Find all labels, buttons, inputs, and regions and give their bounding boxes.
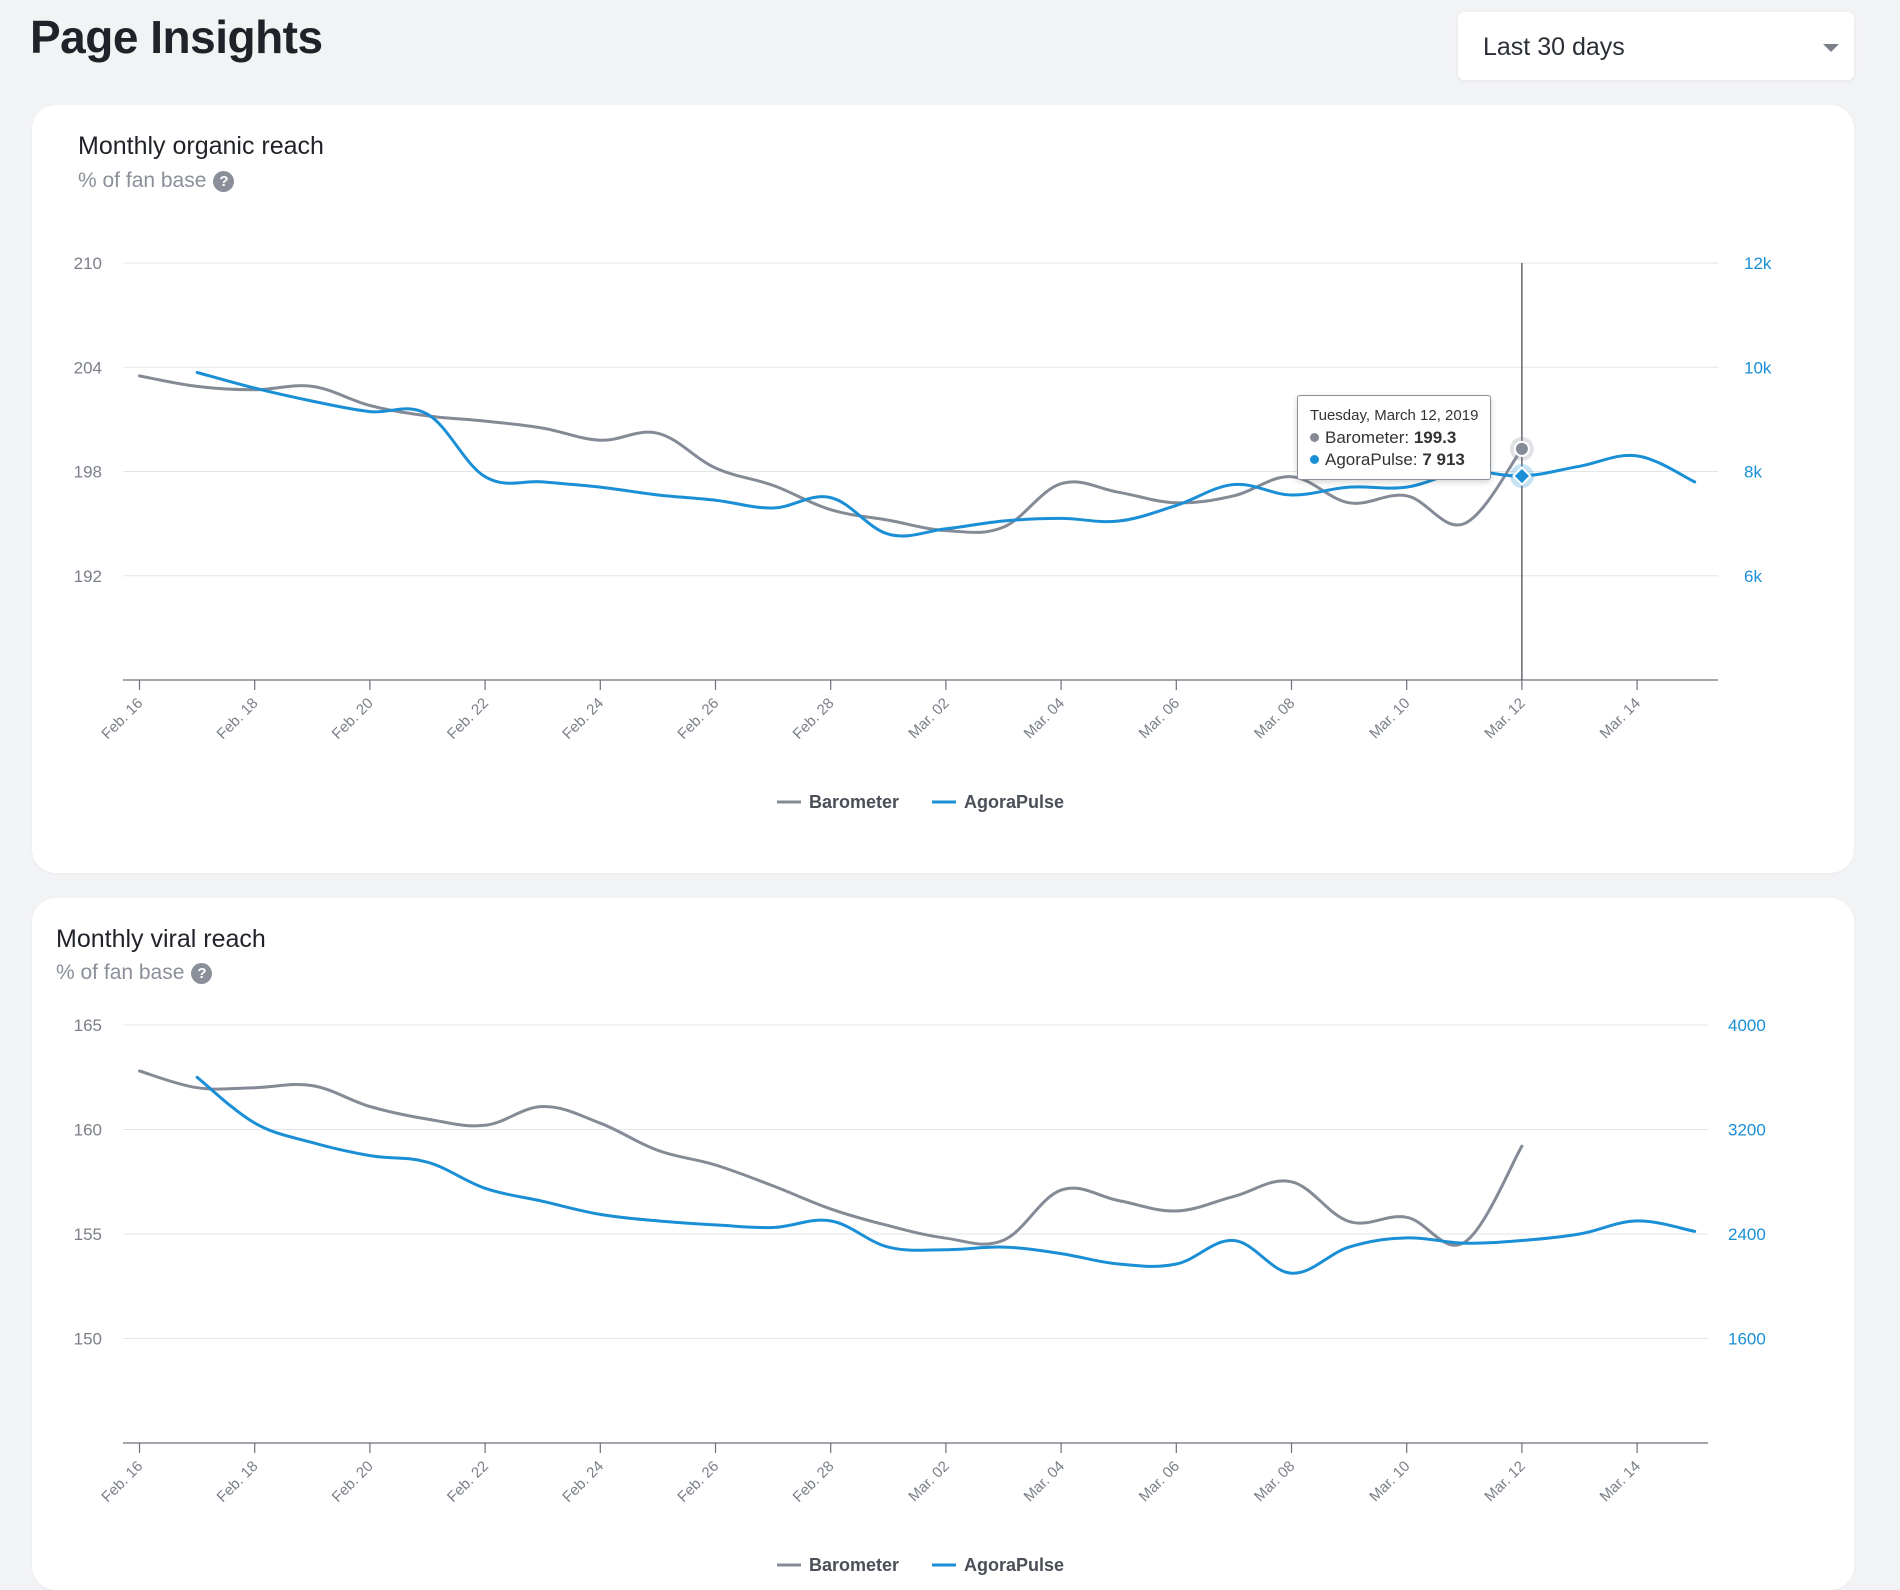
- x-tick-label: Feb. 20: [329, 695, 377, 743]
- x-tick-label: Feb. 28: [790, 695, 838, 743]
- viral-reach-card: Monthly viral reach % of fan base? 165 40…: [32, 898, 1854, 1590]
- y-left-tick-label: 150: [74, 1330, 102, 1349]
- card-subtitle: % of fan base?: [78, 169, 235, 193]
- x-tick-label: Mar. 14: [1597, 695, 1644, 742]
- y-right-tick-label: 12k: [1744, 254, 1772, 273]
- x-tick-label: Feb. 16: [98, 695, 146, 743]
- x-tick-label: Feb. 28: [790, 1458, 838, 1506]
- x-tick-label: Mar. 08: [1251, 695, 1298, 742]
- organic-reach-chart[interactable]: 210 12k 204 10k 198 8k 192 6k Feb. 16 Feb. 18 Feb.…: [32, 105, 1854, 873]
- circle-icon: [1310, 455, 1319, 464]
- organic-reach-card: Monthly organic reach % of fan base? 210…: [32, 105, 1854, 873]
- y-left-tick-label: 204: [74, 358, 102, 377]
- y-right-tick-label: 1600: [1728, 1330, 1766, 1349]
- tooltip-row-barometer: Barometer: 199.3: [1310, 427, 1478, 449]
- x-tick-label: Feb. 20: [329, 1458, 377, 1506]
- y-left-tick-label: 210: [74, 254, 102, 273]
- x-tick-label: Mar. 10: [1366, 695, 1413, 742]
- caret-down-icon: [1823, 44, 1839, 52]
- marker-barometer: [1513, 440, 1530, 457]
- tooltip-label: AgoraPulse:: [1325, 450, 1423, 469]
- subtitle-text: % of fan base: [78, 169, 207, 192]
- x-tick-label: Feb. 26: [674, 695, 722, 743]
- x-tick-label: Mar. 02: [905, 695, 952, 742]
- marker-agorapulse: [1512, 466, 1532, 486]
- x-tick-label: Mar. 08: [1251, 1458, 1298, 1505]
- y-left-tick-label: 198: [74, 463, 102, 482]
- x-tick-label: Mar. 10: [1366, 1458, 1413, 1505]
- x-tick-label: Feb. 22: [444, 695, 492, 743]
- x-tick-label: Feb. 24: [559, 695, 607, 743]
- viral-reach-chart[interactable]: 165 4000 160 3200 155 2400 150 1600 Feb. 16 Feb. …: [32, 898, 1854, 1590]
- y-right-tick-label: 2400: [1728, 1225, 1766, 1244]
- tooltip-title: Tuesday, March 12, 2019: [1310, 407, 1479, 424]
- x-tick-label: Mar. 04: [1021, 695, 1068, 742]
- x-tick-label: Mar. 14: [1597, 1458, 1644, 1505]
- chart-tooltip: Tuesday, March 12, 2019 Barometer: 199.3…: [1297, 395, 1492, 480]
- card-title: Monthly organic reach: [78, 132, 324, 160]
- x-tick-label: Feb. 18: [214, 695, 262, 743]
- date-range-label: Last 30 days: [1483, 33, 1625, 61]
- tooltip-value: 7 913: [1422, 450, 1465, 469]
- page-title: Page Insights: [30, 11, 323, 63]
- date-range-select[interactable]: Last 30 days: [1458, 12, 1854, 80]
- y-right-tick-label: 3200: [1728, 1121, 1766, 1140]
- legend-label: AgoraPulse: [964, 1555, 1064, 1575]
- x-tick-label: Mar. 04: [1021, 1458, 1068, 1505]
- card-title: Monthly viral reach: [56, 925, 266, 953]
- x-tick-label: Mar. 02: [905, 1458, 952, 1505]
- tooltip-row-agorapulse: AgoraPulse: 7 913: [1310, 449, 1478, 471]
- subtitle-text: % of fan base: [56, 961, 185, 984]
- question-circle-icon[interactable]: ?: [191, 963, 213, 984]
- x-tick-label: Mar. 06: [1136, 1458, 1183, 1505]
- x-tick-label: Mar. 12: [1481, 695, 1528, 742]
- x-tick-label: Feb. 22: [444, 1458, 492, 1506]
- y-left-tick-label: 155: [74, 1225, 102, 1244]
- y-left-tick-label: 192: [74, 567, 102, 586]
- circle-icon: [1310, 433, 1319, 442]
- y-right-tick-label: 8k: [1744, 463, 1762, 482]
- x-tick-label: Feb. 24: [559, 1458, 607, 1506]
- x-tick-label: Feb. 16: [98, 1458, 146, 1506]
- question-circle-icon[interactable]: ?: [213, 171, 235, 192]
- x-tick-label: Mar. 06: [1136, 695, 1183, 742]
- x-tick-label: Feb. 26: [674, 1458, 722, 1506]
- y-left-tick-label: 160: [74, 1121, 102, 1140]
- series-line-barometer: [138, 1069, 1524, 1247]
- legend-label: Barometer: [809, 792, 899, 812]
- y-right-tick-label: 10k: [1744, 358, 1772, 377]
- legend-label: Barometer: [809, 1555, 899, 1575]
- y-left-tick-label: 165: [74, 1016, 102, 1035]
- tooltip-value: 199.3: [1413, 428, 1457, 447]
- series-line-agorapulse: [195, 1075, 1697, 1275]
- y-right-tick-label: 4000: [1728, 1016, 1766, 1035]
- x-tick-label: Mar. 12: [1481, 1458, 1528, 1505]
- legend-label: AgoraPulse: [964, 792, 1064, 812]
- x-tick-label: Feb. 18: [214, 1458, 262, 1506]
- y-right-tick-label: 6k: [1744, 567, 1762, 586]
- card-subtitle: % of fan base?: [56, 961, 213, 985]
- tooltip-label: Barometer:: [1325, 428, 1414, 447]
